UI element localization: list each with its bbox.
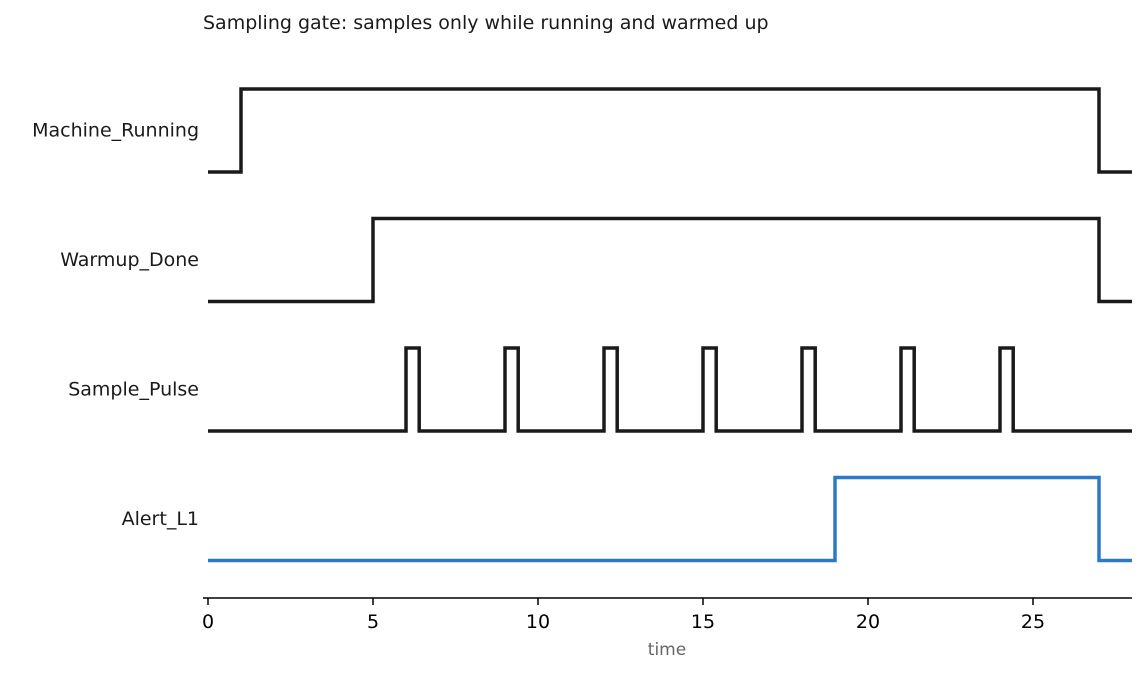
- signal-row: Alert_L1: [122, 475, 1132, 563]
- signal-trace: [208, 346, 1132, 433]
- x-tick-label: 20: [856, 611, 880, 633]
- chart-title: Sampling gate: samples only while runnin…: [203, 12, 769, 34]
- x-tick-label: 15: [691, 611, 715, 633]
- signal-label: Alert_L1: [122, 508, 199, 530]
- signal-trace: [208, 87, 1132, 174]
- signal-trace: [208, 475, 1132, 563]
- x-tick-label: 10: [526, 611, 550, 633]
- x-axis-label: time: [648, 640, 686, 660]
- signal-label: Sample_Pulse: [68, 379, 199, 401]
- x-tick-label: 5: [367, 611, 379, 633]
- x-axis: 0 5 10 15 20 25 time: [202, 597, 1132, 660]
- signal-row: Sample_Pulse: [68, 346, 1132, 433]
- signal-row: Warmup_Done: [60, 216, 1132, 304]
- signal-trace: [208, 216, 1132, 304]
- signal-row: Machine_Running: [32, 87, 1132, 174]
- x-ticks: 0 5 10 15 20 25: [202, 598, 1045, 633]
- x-tick-label: 25: [1021, 611, 1045, 633]
- x-tick-label: 0: [202, 611, 214, 633]
- signal-traces: Machine_Running Warmup_Done Sample_Pulse Al…: [32, 87, 1132, 563]
- signal-label: Machine_Running: [32, 120, 199, 142]
- signal-label: Warmup_Done: [60, 249, 199, 271]
